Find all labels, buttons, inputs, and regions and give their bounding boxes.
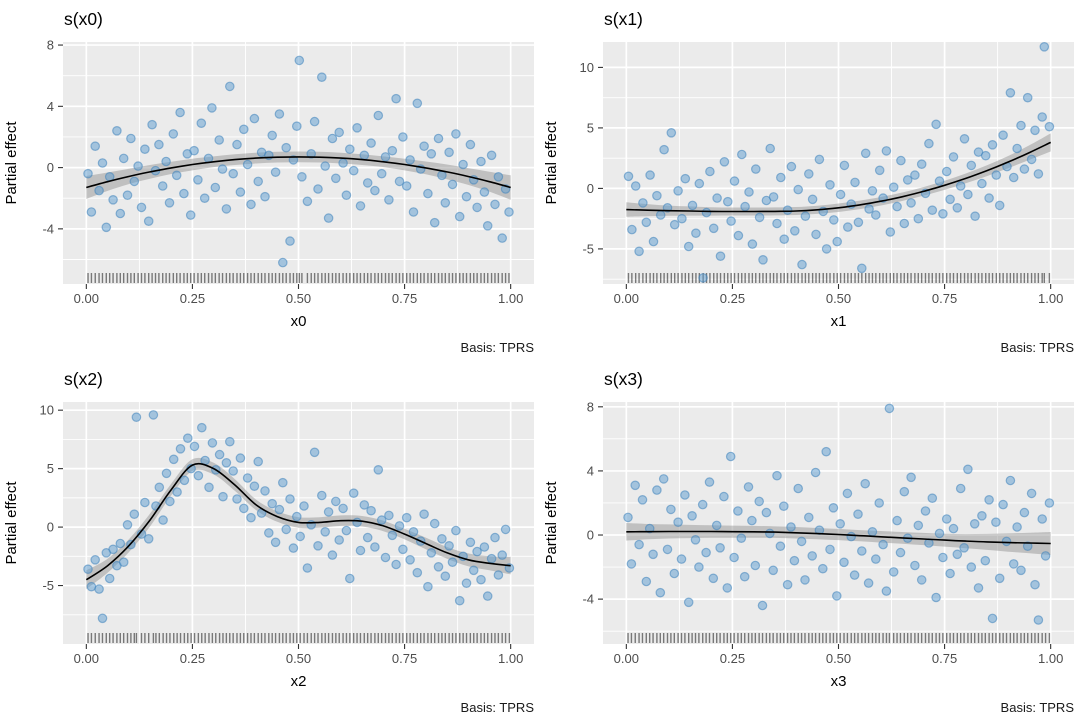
y-tick-label: 0 bbox=[587, 181, 594, 196]
rug-marks bbox=[87, 633, 511, 643]
x-tick-label: 1.00 bbox=[498, 291, 523, 306]
scatter-points bbox=[623, 403, 1055, 625]
x-tick-label: 0.75 bbox=[392, 291, 417, 306]
y-tick-label: -5 bbox=[42, 578, 54, 593]
grid-major bbox=[603, 402, 1074, 644]
basis-caption: Basis: TPRS bbox=[461, 700, 535, 715]
grid-major bbox=[63, 402, 534, 644]
x-tick-label: 0.00 bbox=[74, 651, 99, 666]
y-tick-label: 0 bbox=[47, 520, 54, 535]
rug-marks bbox=[627, 273, 1051, 283]
x-tick-label: 0.00 bbox=[614, 651, 639, 666]
basis-caption: Basis: TPRS bbox=[1001, 700, 1075, 715]
y-tick-label: -5 bbox=[582, 241, 594, 256]
x-tick-label: 0.50 bbox=[826, 651, 851, 666]
y-tick-label: 0 bbox=[587, 528, 594, 543]
panel-s-x1: 0.00 0.25 0.50 0.75 1.00 10 5 0 -5 s(x1) x1 Partial… bbox=[540, 0, 1080, 360]
x-tick-label: 0.00 bbox=[74, 291, 99, 306]
y-tick-label: 10 bbox=[40, 403, 54, 418]
x-tick-label: 0.75 bbox=[392, 651, 417, 666]
panel-s-x0: 0.00 0.25 0.50 0.75 1.00 8 4 0 -4 s(x0) x0 Partial … bbox=[0, 0, 540, 360]
x-tick-label: 0.75 bbox=[932, 651, 957, 666]
y-tick-label: 5 bbox=[47, 461, 54, 476]
panel-title: s(x1) bbox=[604, 9, 643, 29]
axis-ticks bbox=[58, 409, 512, 649]
x-tick-label: 0.25 bbox=[180, 651, 205, 666]
axis-ticks bbox=[58, 44, 512, 289]
y-tick-label: 4 bbox=[587, 463, 594, 478]
x-tick-label: 1.00 bbox=[1038, 291, 1063, 306]
y-tick-label: -4 bbox=[42, 221, 54, 236]
subplot-x2: 0.00 0.25 0.50 0.75 1.00 10 5 0 -5 s(x2) x2 Partial… bbox=[3, 369, 535, 715]
panel-title: s(x3) bbox=[604, 369, 643, 389]
grid-major bbox=[603, 42, 1074, 284]
x-tick-label: 0.50 bbox=[826, 291, 851, 306]
axis-ticks bbox=[598, 66, 1052, 289]
subplot-x3: 0.00 0.25 0.50 0.75 1.00 8 4 0 -4 s(x3) x3 Partial … bbox=[543, 369, 1075, 715]
axis-ticks bbox=[598, 406, 1052, 649]
smooth-line bbox=[626, 530, 1051, 545]
smooth-line bbox=[86, 156, 511, 189]
rug-marks bbox=[87, 273, 510, 283]
x-axis-title: x1 bbox=[831, 313, 847, 330]
y-tick-label: -4 bbox=[582, 592, 594, 607]
basis-caption: Basis: TPRS bbox=[461, 340, 535, 355]
y-tick-label: 8 bbox=[47, 38, 54, 53]
subplot-x1: 0.00 0.25 0.50 0.75 1.00 10 5 0 -5 s(x1) x1 Partial… bbox=[543, 9, 1075, 355]
scatter-points bbox=[83, 410, 515, 624]
smooth-line bbox=[85, 462, 511, 581]
panel-s-x2: 0.00 0.25 0.50 0.75 1.00 10 5 0 -5 s(x2) x2 Partial… bbox=[0, 360, 540, 720]
x-axis-title: x3 bbox=[831, 673, 847, 690]
scatter-points bbox=[83, 55, 514, 268]
rug-marks bbox=[627, 633, 1051, 643]
x-tick-label: 0.00 bbox=[614, 291, 639, 306]
scatter-points bbox=[623, 41, 1055, 283]
y-axis-title: Partial effect bbox=[3, 481, 20, 565]
x-axis-title: x0 bbox=[291, 313, 307, 330]
basis-caption: Basis: TPRS bbox=[1001, 340, 1075, 355]
x-axis-title: x2 bbox=[291, 673, 307, 690]
confidence-ribbon bbox=[86, 457, 511, 590]
x-tick-label: 0.75 bbox=[932, 291, 957, 306]
x-tick-label: 0.25 bbox=[720, 291, 745, 306]
smooth-line bbox=[626, 141, 1052, 213]
confidence-ribbon bbox=[86, 151, 511, 200]
x-tick-label: 1.00 bbox=[498, 651, 523, 666]
x-tick-label: 1.00 bbox=[1038, 651, 1063, 666]
y-tick-label: 5 bbox=[587, 120, 594, 135]
panel-s-x3: 0.00 0.25 0.50 0.75 1.00 8 4 0 -4 s(x3) x3 Partial … bbox=[540, 360, 1080, 720]
y-tick-label: 8 bbox=[587, 399, 594, 414]
y-axis-title: Partial effect bbox=[543, 121, 560, 205]
y-axis-title: Partial effect bbox=[3, 121, 20, 205]
subplot-x0: 0.00 0.25 0.50 0.75 1.00 8 4 0 -4 s(x0) x0 Partial … bbox=[3, 9, 535, 355]
x-tick-label: 0.50 bbox=[286, 291, 311, 306]
y-axis-title: Partial effect bbox=[543, 481, 560, 565]
y-tick-label: 10 bbox=[580, 60, 594, 75]
panel-title: s(x0) bbox=[64, 9, 103, 29]
y-tick-label: 0 bbox=[47, 160, 54, 175]
panel-title: s(x2) bbox=[64, 369, 103, 389]
x-tick-label: 0.50 bbox=[286, 651, 311, 666]
x-tick-label: 0.25 bbox=[180, 291, 205, 306]
x-tick-label: 0.25 bbox=[720, 651, 745, 666]
y-tick-label: 4 bbox=[47, 99, 54, 114]
